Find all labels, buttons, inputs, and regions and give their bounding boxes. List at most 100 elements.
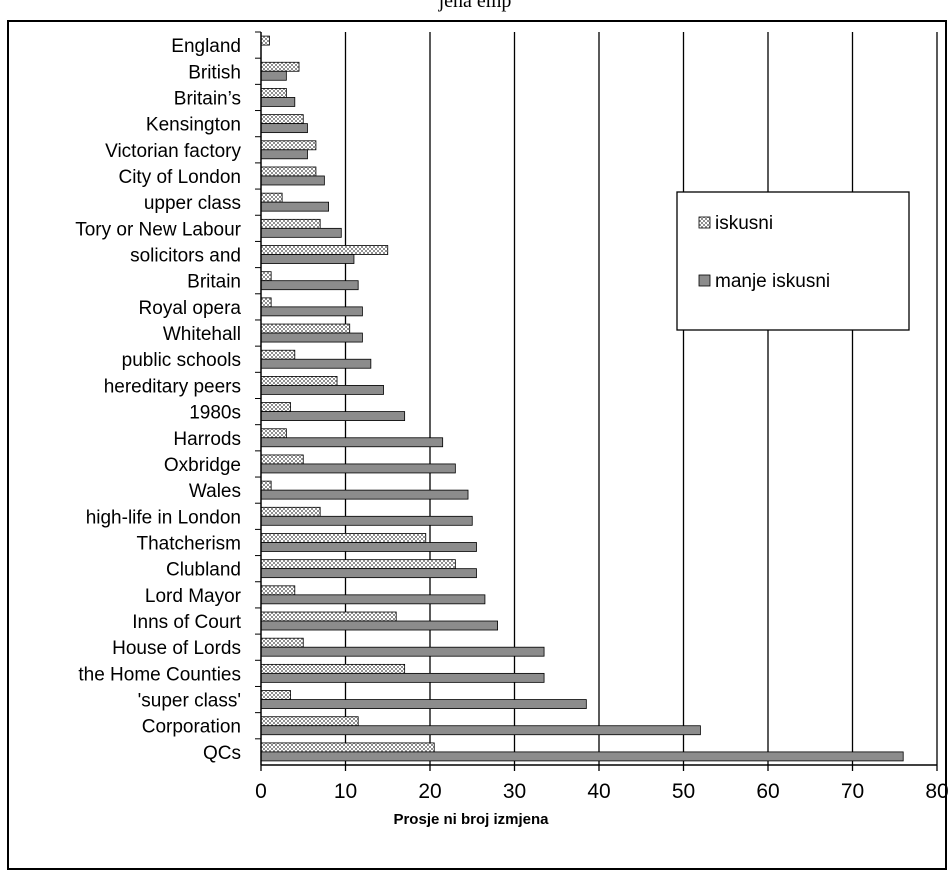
category-label: Harrods (173, 429, 241, 450)
bar-iskusni (260, 245, 389, 255)
bar-manje-iskusni (260, 306, 363, 317)
category-label: Lord Mayor (145, 586, 242, 607)
category-label: high-life in London (86, 507, 241, 528)
legend-box (676, 191, 910, 331)
bar-manje-iskusni (260, 280, 359, 291)
x-tick-label: 80 (925, 780, 948, 803)
legend-swatch-iskusni (698, 216, 711, 229)
bar-manje-iskusni (260, 463, 456, 474)
bar-manje-iskusni (260, 97, 296, 107)
x-axis-title: Prosje ni broj izmjena (393, 811, 549, 828)
bar-manje-iskusni (260, 515, 473, 526)
bar-manje-iskusni (260, 358, 372, 369)
category-label: Thatcherism (136, 533, 241, 554)
legend-swatch-manje-iskusni (698, 274, 711, 287)
bar-manje-iskusni (260, 385, 384, 395)
category-label: House of Lords (112, 638, 241, 659)
bar-iskusni (260, 506, 321, 517)
bar-iskusni (260, 88, 287, 98)
category-label: Tory or New Labour (75, 219, 241, 240)
bar-iskusni (260, 192, 283, 203)
bar-iskusni (260, 663, 406, 674)
category-label: Kensington (146, 115, 241, 136)
bar-iskusni (260, 716, 359, 727)
bar-manje-iskusni (260, 646, 545, 657)
bar-iskusni (260, 585, 296, 596)
category-label: solicitors and (130, 246, 241, 267)
bar-manje-iskusni (260, 332, 363, 343)
bar-manje-iskusni (260, 672, 545, 683)
category-label: hereditary peers (104, 376, 241, 397)
bar-iskusni (260, 297, 272, 308)
bar-iskusni (260, 376, 338, 386)
category-label: Britain’s (174, 88, 241, 109)
top-caption: jena emp (438, 0, 512, 12)
category-label: QCs (203, 743, 241, 764)
x-tick-label: 30 (503, 780, 526, 803)
category-label: upper class (144, 193, 241, 214)
bar-iskusni (260, 166, 317, 177)
category-label: 'super class' (138, 691, 241, 712)
category-label: England (171, 36, 241, 57)
category-label: Inns of Court (132, 612, 241, 633)
bar-iskusni (260, 218, 321, 229)
category-label: Oxbridge (164, 455, 241, 476)
bar-iskusni (260, 323, 351, 334)
bar-manje-iskusni (260, 70, 287, 81)
x-tick-label: 0 (255, 780, 267, 803)
bar-manje-iskusni (260, 227, 342, 238)
category-label: Wales (189, 481, 241, 502)
bar-manje-iskusni (260, 149, 308, 160)
category-label: 1980s (189, 403, 241, 424)
category-label: Corporation (142, 717, 241, 738)
bar-iskusni (260, 480, 272, 491)
bar-iskusni (260, 559, 456, 570)
bar-chart: 0 10 20 30 40 50 60 70 80 England British Britain’… (75, 31, 949, 828)
bar-iskusni (260, 271, 272, 282)
category-label: Victorian factory (105, 141, 241, 162)
bar-iskusni (260, 114, 304, 125)
x-tick-label: 10 (334, 780, 357, 803)
bar-iskusni (260, 742, 435, 753)
category-label: British (188, 62, 241, 83)
legend-label-iskusni: iskusni (715, 213, 773, 234)
bar-iskusni (260, 637, 304, 648)
bar-manje-iskusni (260, 201, 329, 212)
bar-manje-iskusni (260, 751, 904, 762)
bar-manje-iskusni (260, 568, 477, 579)
category-label: Royal opera (139, 298, 242, 319)
x-tick-label: 70 (841, 780, 864, 803)
x-tick-label: 40 (587, 780, 610, 803)
x-tick-label: 50 (672, 780, 695, 803)
chart-frame: 0 10 20 30 40 50 60 70 80 England British Britain’… (7, 20, 949, 870)
bar-iskusni (260, 349, 296, 360)
bar-manje-iskusni (260, 437, 444, 448)
category-label: Clubland (166, 560, 241, 581)
bar-iskusni (260, 690, 291, 700)
category-label: the Home Counties (78, 664, 241, 685)
bar-manje-iskusni (260, 411, 406, 421)
category-label: Britain (187, 272, 241, 293)
bar-iskusni (260, 428, 287, 439)
category-label: Whitehall (163, 324, 241, 345)
category-label: City of London (118, 167, 241, 188)
bar-iskusni (260, 140, 317, 151)
bar-iskusni (260, 611, 397, 622)
bar-manje-iskusni (260, 123, 308, 134)
bar-iskusni (260, 402, 291, 412)
category-label: public schools (122, 350, 241, 371)
x-tick-label: 60 (756, 780, 779, 803)
bar-iskusni (260, 533, 427, 543)
bar-manje-iskusni (260, 254, 355, 264)
bar-manje-iskusni (260, 594, 486, 605)
bar-manje-iskusni (260, 489, 469, 500)
bar-iskusni (260, 61, 300, 72)
bar-manje-iskusni (260, 175, 325, 186)
bar-manje-iskusni (260, 699, 587, 709)
bar-iskusni (260, 35, 270, 46)
bar-manje-iskusni (260, 542, 477, 552)
legend-label-manje-iskusni: manje iskusni (715, 271, 830, 292)
bar-iskusni (260, 454, 304, 465)
bar-manje-iskusni (260, 620, 499, 631)
bar-manje-iskusni (260, 725, 701, 736)
